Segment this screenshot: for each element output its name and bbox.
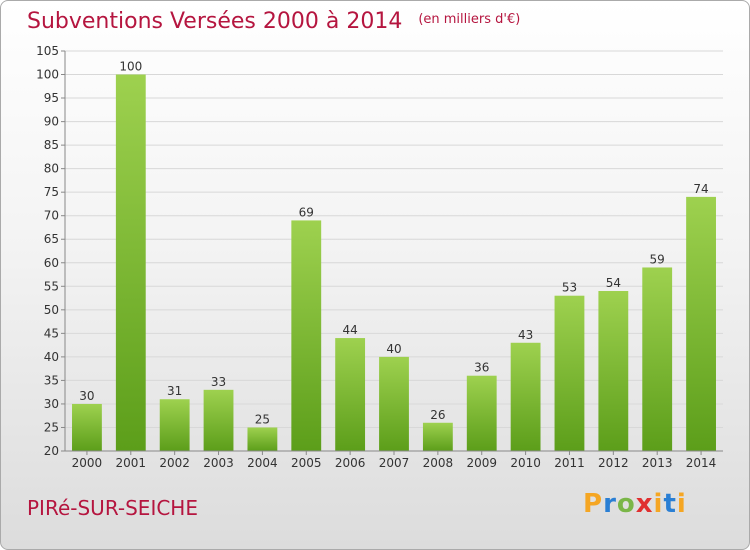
data-label-2008: 26 <box>430 408 445 422</box>
y-tick-label: 65 <box>44 232 59 246</box>
x-tick-label-2005: 2005 <box>291 456 322 470</box>
x-tick-label-2002: 2002 <box>159 456 190 470</box>
y-tick-label: 100 <box>36 68 59 82</box>
x-tick-label-2001: 2001 <box>116 456 147 470</box>
proxiti-logo: Proxiti <box>583 489 687 519</box>
y-tick-label: 50 <box>44 303 59 317</box>
city-name: PIRé-SUR-SEICHE <box>27 496 198 520</box>
x-tick-label-2010: 2010 <box>510 456 541 470</box>
data-label-2001: 100 <box>119 60 142 74</box>
bar-2007 <box>379 356 409 451</box>
axes: 20 25 30 35 40 45 50 55 60 65 70 75 80 85 90 95 100 105 20… <box>36 44 723 470</box>
data-label-2000: 30 <box>79 389 94 403</box>
y-tick-label: 85 <box>44 138 59 152</box>
y-tick-label: 55 <box>44 279 59 293</box>
y-tick-label: 95 <box>44 91 59 105</box>
y-tick-label: 75 <box>44 185 59 199</box>
x-tick-label-2011: 2011 <box>554 456 585 470</box>
x-tick-label-2012: 2012 <box>598 456 629 470</box>
y-tick-label: 35 <box>44 373 59 387</box>
data-label-2007: 40 <box>386 342 401 356</box>
x-tick-label-2009: 2009 <box>466 456 497 470</box>
data-label-2005: 69 <box>299 205 314 219</box>
bar-2000 <box>72 403 102 451</box>
bars: 30 100 31 33 25 69 44 40 26 36 43 53 54 59 74 <box>72 60 716 451</box>
data-label-2013: 59 <box>650 252 665 266</box>
data-label-2002: 31 <box>167 384 182 398</box>
data-label-2009: 36 <box>474 361 489 375</box>
bar-2006 <box>335 338 366 451</box>
chart-title-text: Subventions Versées 2000 à 2014 <box>27 9 403 34</box>
data-label-2004: 25 <box>255 412 270 426</box>
y-tick-label: 70 <box>44 209 59 223</box>
bar-2011 <box>554 295 585 451</box>
bar-2010 <box>510 342 541 451</box>
bar-2014 <box>686 196 716 451</box>
data-label-2011: 53 <box>562 281 577 295</box>
chart-title: Subventions Versées 2000 à 2014 (en milli… <box>27 9 520 34</box>
bar-2009 <box>466 375 497 451</box>
chart-unit-note: (en milliers d'€) <box>418 12 521 27</box>
y-tick-label: 105 <box>36 44 59 58</box>
x-tick-label-2014: 2014 <box>686 456 717 470</box>
x-tick-label-2007: 2007 <box>379 456 410 470</box>
x-tick-label-2000: 2000 <box>72 456 103 470</box>
data-label-2010: 43 <box>518 328 533 342</box>
y-tick-label: 45 <box>44 326 59 340</box>
bar-2003 <box>203 389 234 451</box>
bar-2004 <box>247 427 278 451</box>
y-tick-label: 40 <box>44 350 59 364</box>
x-tick-label-2006: 2006 <box>335 456 366 470</box>
y-tick-label: 60 <box>44 256 59 270</box>
y-tick-label: 80 <box>44 162 59 176</box>
x-tick-label-2013: 2013 <box>642 456 673 470</box>
x-tick-label-2003: 2003 <box>203 456 234 470</box>
y-tick-label: 30 <box>44 397 59 411</box>
x-tick-label-2004: 2004 <box>247 456 278 470</box>
bar-2012 <box>598 291 629 451</box>
x-tick-label-2008: 2008 <box>423 456 454 470</box>
bar-2013 <box>642 267 673 451</box>
bar-2005 <box>291 220 322 451</box>
bar-2001 <box>115 74 146 451</box>
y-tick-label: 20 <box>44 444 59 458</box>
data-label-2012: 54 <box>606 276 621 290</box>
y-tick-label: 90 <box>44 115 59 129</box>
data-label-2014: 74 <box>693 182 708 196</box>
data-label-2003: 33 <box>211 375 226 389</box>
data-label-2006: 44 <box>342 323 357 337</box>
bar-2002 <box>159 399 190 451</box>
y-tick-label: 25 <box>44 420 59 434</box>
bar-2008 <box>422 422 453 451</box>
